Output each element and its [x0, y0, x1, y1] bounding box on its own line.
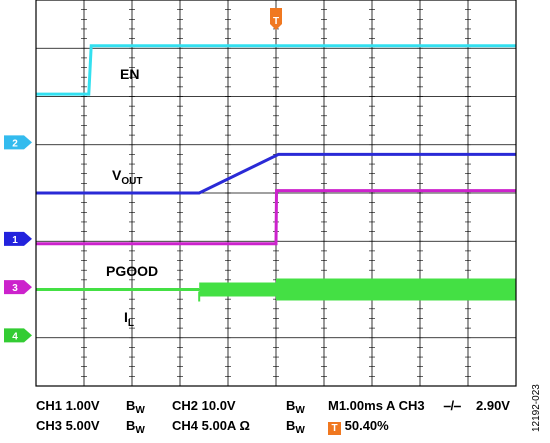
trigger-position-icon: T — [328, 422, 341, 435]
bw2-sub: W — [295, 405, 305, 416]
ch1-scale: CH1 1.00V — [36, 398, 100, 413]
bw1-main: B — [126, 398, 136, 413]
channel-markers: 2 1 3 4 — [4, 135, 32, 343]
bw1-sub: W — [135, 405, 145, 416]
trace-label-en: EN — [120, 66, 139, 82]
trace-pgood — [36, 189, 516, 246]
trace-label-il-sub: L — [128, 318, 134, 329]
trigger-marker-label: T — [273, 16, 279, 27]
trigger-marker-shape — [270, 8, 282, 30]
trace-vout — [36, 152, 516, 195]
channel-marker-label-4: 4 — [12, 331, 18, 342]
trace-label-vout-main: V — [112, 167, 122, 183]
timebase-readout: M1.00ms A CH3 — [328, 398, 425, 413]
bw3-sub: W — [135, 425, 145, 436]
oscilloscope-screen: 2 1 3 4 T EN VOUT PGOOD IL — [4, 0, 517, 387]
bw4-sub: W — [295, 425, 305, 436]
trace-label-il: IL — [124, 309, 134, 329]
bw3-main: B — [126, 418, 136, 433]
ch4-bandwidth-limit: BW — [286, 418, 305, 436]
ch3-scale: CH3 5.00V — [36, 418, 100, 433]
trace-il-ripple-band — [276, 278, 516, 301]
ch1-bandwidth-limit: BW — [126, 398, 145, 416]
trace-label-vout-sub: OUT — [121, 176, 142, 187]
trace-il-ripple-band — [199, 282, 276, 297]
figure-id: 12192-023 — [531, 384, 542, 432]
trace-label-vout: VOUT — [112, 167, 142, 187]
trace-label-il-main: I — [124, 309, 128, 325]
ch2-bandwidth-limit: BW — [286, 398, 305, 416]
ch4-scale: CH4 5.00A Ω — [172, 418, 250, 433]
trigger-edge-icon: ⎯/⎯ — [444, 398, 461, 413]
channel-marker-1 — [4, 231, 32, 246]
scope-readout: CH1 1.00V BW CH2 10.0V BW M1.00ms A CH3 … — [36, 398, 526, 438]
channel-marker-3 — [4, 280, 32, 295]
channel-marker-4 — [4, 328, 32, 343]
trace-label-pgood: PGOOD — [106, 263, 158, 279]
bw4-main: B — [286, 418, 296, 433]
channel-marker-label-1: 1 — [12, 235, 18, 246]
trigger-level: 2.90V — [476, 398, 510, 413]
trigger-position-value: 50.40% — [344, 418, 389, 433]
traces — [36, 44, 516, 302]
trigger-position: T 50.40% — [328, 418, 389, 435]
channel-marker-label-2: 2 — [12, 138, 18, 149]
channel-marker-label-3: 3 — [12, 283, 18, 294]
channel-marker-2 — [4, 135, 32, 150]
plot-border — [35, 0, 517, 387]
trace-en — [36, 44, 516, 96]
ch3-bandwidth-limit: BW — [126, 418, 145, 436]
trigger-marker: T — [270, 8, 282, 30]
bw2-main: B — [286, 398, 296, 413]
ch2-scale: CH2 10.0V — [172, 398, 236, 413]
